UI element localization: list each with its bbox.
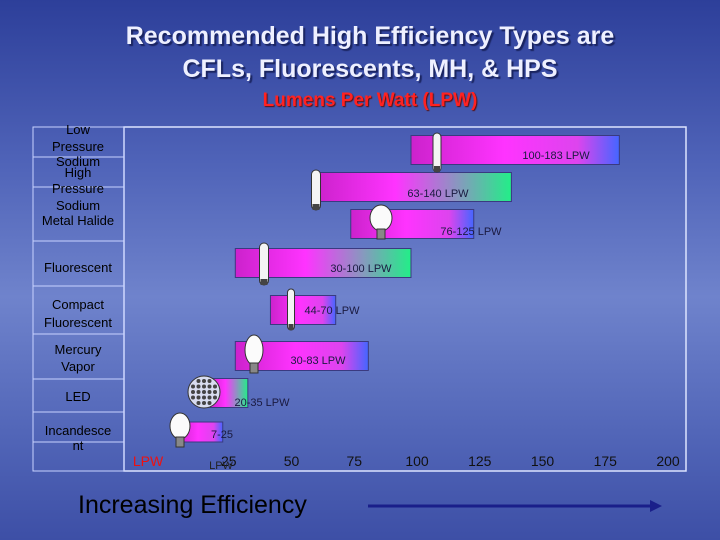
category-label: Pressure [52, 139, 104, 154]
category-label: Fluorescent [44, 260, 112, 275]
range-bar [269, 295, 337, 325]
range-label: 100-183 LPW [522, 150, 590, 162]
hps-lamp-icon [311, 169, 321, 211]
x-tick-label: 125 [468, 453, 492, 469]
chart-subtitle: Lumens Per Watt (LPW) [262, 90, 478, 111]
category-label: Pressure [52, 181, 104, 196]
category-label: nt [73, 438, 84, 453]
increasing-efficiency-label: Increasing Efficiency [78, 491, 307, 519]
category-label: Compact [52, 297, 104, 312]
metal-halide-lamp-icon [369, 204, 393, 240]
range-bar [410, 135, 620, 165]
lps-lamp-icon [432, 132, 442, 173]
mercury-vapor-lamp-icon [244, 334, 264, 374]
range-label: 20-35 LPW [234, 397, 290, 409]
category-label: Metal Halide [42, 213, 114, 228]
x-tick-label: 150 [531, 453, 555, 469]
x-axis-title: LPW [133, 453, 164, 469]
incandescent-bulb-icon [169, 412, 191, 448]
x-tick-label: 100 [405, 453, 429, 469]
range-label: 63-140 LPW [407, 188, 469, 200]
x-tick-label: 200 [656, 453, 680, 469]
x-tick-label: 75 [346, 453, 362, 469]
x-tick-label: 175 [594, 453, 618, 469]
category-label: Incandesce [45, 423, 112, 438]
category-label: Mercury [55, 342, 102, 357]
category-label: Sodium [56, 198, 100, 213]
category-label: High [65, 165, 92, 180]
range-label: 76-125 LPW [440, 226, 502, 238]
tick-unit-label: LPW [209, 460, 233, 472]
category-label: Fluorescent [44, 315, 112, 330]
fluorescent-tube-icon [259, 242, 269, 286]
slide-title-line2: CFLs, Fluorescents, MH, & HPS [182, 55, 558, 83]
slide-title-line1: Recommended High Efficiency Types are [125, 22, 615, 50]
range-label: 44-70 LPW [304, 305, 360, 317]
range-label: 30-83 LPW [290, 355, 346, 367]
range-label: 30-100 LPW [330, 263, 392, 275]
led-cluster-icon [187, 375, 221, 409]
efficiency-arrow-head [650, 500, 662, 512]
category-label: Sodium [56, 154, 100, 169]
range-label: 7-25 [211, 429, 233, 441]
category-label: Low [66, 122, 90, 137]
category-box [32, 441, 125, 472]
category-label: Vapor [61, 359, 95, 374]
x-tick-label: 25 [221, 453, 237, 469]
category-label: LED [65, 389, 90, 404]
x-tick-label: 50 [284, 453, 300, 469]
cfl-lamp-icon [287, 288, 295, 331]
